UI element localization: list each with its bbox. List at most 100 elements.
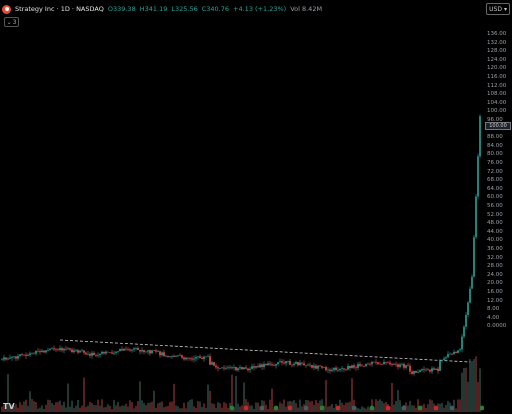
volume-bar <box>161 401 163 412</box>
event-marker-icon[interactable] <box>335 405 341 411</box>
volume-bar <box>347 402 349 412</box>
event-marker-icon[interactable] <box>385 405 391 411</box>
volume-bar <box>65 407 67 412</box>
volume-bar <box>155 407 157 412</box>
volume-bar <box>165 406 167 412</box>
candle-body <box>421 369 423 371</box>
volume-bar <box>251 405 253 412</box>
volume-bar <box>393 404 395 412</box>
candle-body <box>289 361 291 365</box>
event-marker-icon[interactable] <box>303 405 309 411</box>
trend-line[interactable] <box>59 339 471 363</box>
price-tick-label: 28.00 <box>487 263 503 270</box>
candle-body <box>317 365 319 369</box>
candle-body <box>287 361 289 362</box>
price-tick-label: 104.00 <box>487 99 507 106</box>
volume-bar <box>429 399 431 412</box>
candle-body <box>451 353 453 355</box>
candle-body <box>303 363 305 366</box>
candle-body <box>335 367 337 371</box>
event-marker-icon[interactable] <box>243 405 249 411</box>
candle-body <box>461 336 463 350</box>
candle-body <box>327 369 329 371</box>
volume-bar <box>249 405 251 412</box>
volume-bar <box>79 407 81 412</box>
candle-body <box>101 351 103 354</box>
candle-body <box>53 348 55 350</box>
event-marker-icon[interactable] <box>369 405 375 411</box>
volume-bar <box>351 378 353 412</box>
volume-bar <box>87 405 89 412</box>
event-marker-icon[interactable] <box>401 405 407 411</box>
candle-body <box>135 348 137 349</box>
event-marker-icon[interactable] <box>417 405 423 411</box>
price-tick-label: 0.0000 <box>487 323 507 330</box>
candle-body <box>193 358 195 360</box>
volume-bar <box>343 404 345 412</box>
ohlc-close: C340.76 <box>201 5 230 13</box>
candle-body <box>161 352 163 356</box>
volume-bar <box>113 399 115 412</box>
price-tick-label: 76.00 <box>487 160 503 166</box>
candle-body <box>131 349 133 351</box>
symbol-title[interactable]: Strategy Inc · 1D · NASDAQ <box>15 5 104 13</box>
event-marker-icon[interactable] <box>273 405 279 411</box>
candle-body <box>299 362 301 366</box>
price-tick-label: 48.00 <box>487 220 503 227</box>
candle-body <box>223 367 225 369</box>
volume-bar <box>3 404 5 412</box>
candle-body <box>37 350 39 352</box>
candle-body <box>47 350 49 351</box>
candle-body <box>275 364 277 366</box>
candle-body <box>475 196 477 238</box>
event-marker-icon[interactable] <box>351 405 357 411</box>
volume-bar <box>245 399 247 412</box>
candle-body <box>99 353 101 356</box>
event-marker-icon[interactable] <box>479 405 484 411</box>
volume-bar <box>427 404 429 412</box>
candle-body <box>251 366 253 369</box>
candle-body <box>397 364 399 367</box>
volume-bar <box>47 399 49 412</box>
event-markers[interactable] <box>229 405 484 411</box>
candle-body <box>27 354 29 356</box>
candle-body <box>465 314 467 327</box>
event-marker-icon[interactable] <box>319 405 325 411</box>
candle-body <box>427 369 429 371</box>
volume-bar <box>327 406 329 412</box>
volume-bar <box>137 401 139 412</box>
event-marker-icon[interactable] <box>287 405 293 411</box>
candle-body <box>21 354 23 355</box>
volume-bar <box>217 402 219 412</box>
price-tick-label: 56.00 <box>487 203 503 209</box>
currency-label: USD <box>489 5 502 13</box>
candle-body <box>341 368 343 369</box>
candle-body <box>205 356 207 358</box>
price-chart[interactable] <box>0 0 484 414</box>
price-axis-badge: 100.00 <box>485 122 511 130</box>
currency-select[interactable]: USD ▾ <box>486 3 510 15</box>
candle-body <box>55 349 57 350</box>
volume-bar <box>97 399 99 412</box>
candle-body <box>469 288 471 303</box>
event-marker-icon[interactable] <box>449 405 455 411</box>
event-marker-icon[interactable] <box>433 405 439 411</box>
candle-body <box>157 351 159 353</box>
price-axis[interactable]: 136.00 132.00 128.00 124.00 120.00 116.00 112.… <box>484 0 512 414</box>
chart-header: Strategy Inc · 1D · NASDAQ O339.38 H341.… <box>2 2 322 16</box>
candle-body <box>371 361 373 365</box>
candle-body <box>187 357 189 359</box>
volume-bar <box>133 408 135 412</box>
volume-bar <box>9 404 11 412</box>
candle-body <box>383 362 385 365</box>
price-tick-label: 36.00 <box>487 246 503 252</box>
price-tick-label: 100.00 <box>487 108 507 115</box>
event-marker-icon[interactable] <box>229 405 235 411</box>
candle-body <box>477 156 479 197</box>
indicators-toggle-button[interactable]: ⌄ 3 <box>4 17 19 27</box>
event-marker-icon[interactable] <box>259 405 265 411</box>
candle-body <box>321 366 323 368</box>
candle-body <box>267 363 269 366</box>
volume-bar <box>239 406 241 412</box>
volume-bar <box>35 402 37 412</box>
